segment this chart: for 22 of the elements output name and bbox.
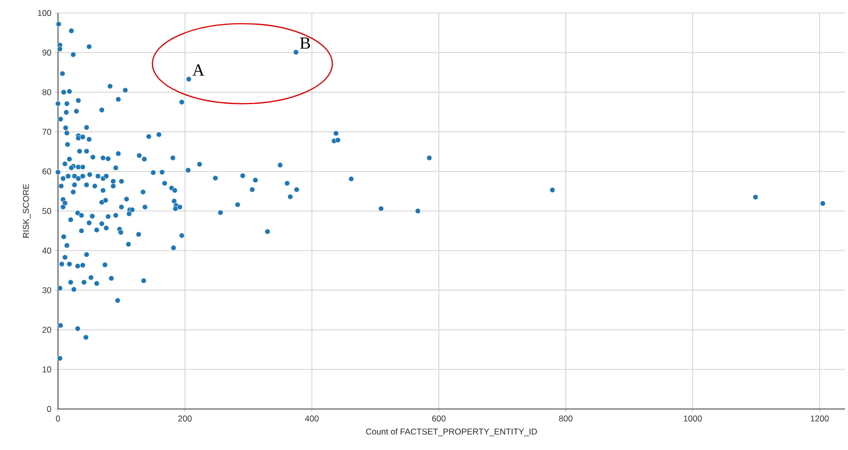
x-tick-label: 0 [56,416,60,422]
annotation: A [192,64,204,76]
x-tick-label: 400 [304,416,319,422]
y-tick-label: 100 [38,10,52,16]
y-tick-label: 50 [42,208,52,214]
x-tick-label: 1000 [684,416,702,422]
y-tick-label: 80 [42,89,52,96]
x-axis-title: Count of FACTSET_PROPERTY_ENTITY_ID [366,428,537,436]
y-tick-label: 60 [42,168,52,174]
y-tick-label: 0 [47,406,52,412]
x-tick-label: 200 [178,416,192,422]
x-tick-label: 1200 [810,416,829,422]
y-tick-label: 40 [42,248,52,254]
y-tick-label: 20 [42,326,52,333]
annotation: B [300,38,310,49]
y-tick-label: 10 [42,366,52,372]
y-tick-label: 30 [42,287,52,294]
y-tick-label: 90 [42,50,52,56]
y-axis-title: RISK_SCORE [22,184,31,238]
x-tick-label: 800 [559,416,572,422]
x-tick-label: 600 [432,416,446,422]
y-tick-label: 70 [42,128,52,135]
